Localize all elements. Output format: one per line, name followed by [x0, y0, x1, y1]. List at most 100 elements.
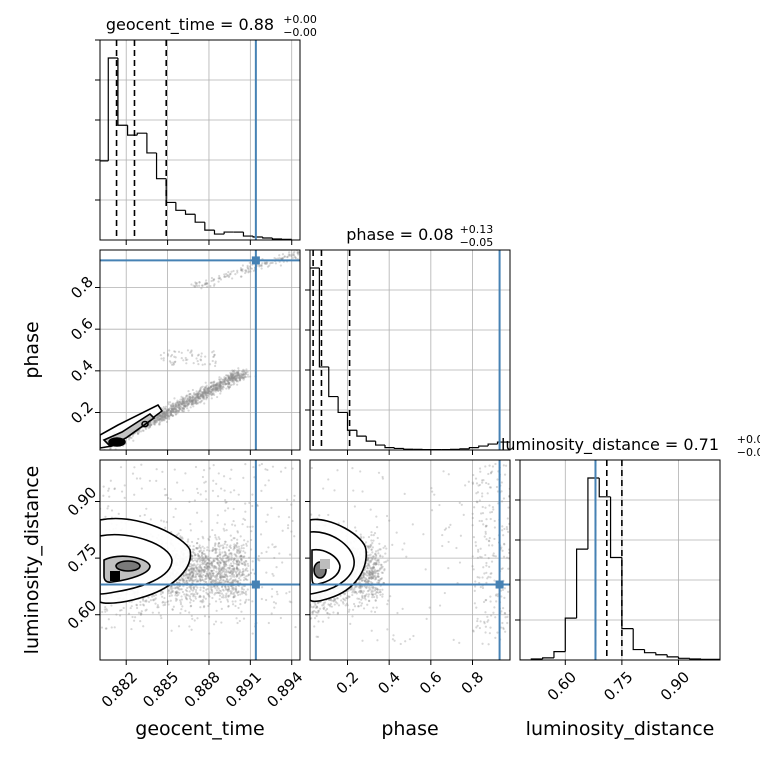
sample-point: [181, 400, 184, 403]
sample-point: [142, 604, 146, 607]
sample-point: [242, 372, 245, 376]
sample-point: [240, 610, 243, 613]
sample-point: [190, 579, 193, 582]
sample-point: [182, 579, 185, 582]
sample-point: [239, 372, 243, 375]
sample-point: [307, 580, 309, 582]
sample-point: [191, 567, 194, 570]
sample-point: [174, 591, 178, 594]
sample-point: [235, 555, 238, 558]
sample-point: [170, 590, 174, 593]
sample-point: [174, 356, 177, 359]
sample-point: [212, 572, 215, 575]
sample-point: [203, 388, 207, 391]
sample-point: [192, 574, 195, 577]
sample-point: [206, 565, 209, 568]
sample-point: [234, 544, 238, 547]
sample-point: [190, 568, 193, 571]
sample-point: [223, 380, 226, 383]
sample-point: [191, 403, 194, 406]
sample-point: [194, 573, 197, 576]
sample-point: [197, 396, 200, 400]
sample-point: [199, 586, 202, 589]
sample-point: [230, 556, 233, 559]
sample-point: [228, 567, 231, 571]
sample-point: [95, 565, 97, 567]
sample-point: [223, 489, 226, 492]
sample-point: [228, 377, 232, 380]
sample-point: [193, 499, 197, 502]
sample-point: [169, 591, 172, 594]
sample-point: [188, 500, 191, 503]
sample-point: [229, 546, 232, 550]
sample-point: [211, 590, 214, 593]
sample-point: [186, 540, 189, 543]
sample-point: [200, 570, 203, 573]
sample-point: [206, 567, 209, 570]
sample-point: [232, 570, 235, 573]
sample-point: [284, 466, 287, 469]
sample-point: [224, 574, 228, 577]
sample-point: [195, 578, 198, 581]
sample-point: [241, 372, 244, 375]
sample-point: [196, 569, 200, 572]
sample-point: [196, 572, 199, 576]
sample-point: [203, 552, 206, 556]
sample-point: [188, 393, 191, 396]
sample-point: [218, 381, 221, 384]
sample-point: [230, 376, 234, 379]
sample-point: [157, 416, 160, 419]
hist-bar-luminosity_distance: [689, 658, 702, 660]
sample-point: [304, 250, 306, 252]
sample-point: [208, 564, 211, 567]
sample-point: [214, 548, 217, 551]
sample-point: [199, 394, 203, 397]
sample-point: [174, 507, 177, 510]
sample-point: [95, 540, 97, 542]
sample-point: [218, 598, 221, 601]
sample-point: [238, 376, 241, 379]
sample-point: [211, 359, 214, 363]
sample-point: [307, 571, 309, 573]
sample-point: [206, 555, 209, 558]
sample-point: [269, 262, 272, 265]
sample-point: [233, 524, 237, 527]
sample-point: [241, 572, 244, 575]
sample-point: [236, 569, 240, 572]
sample-point: [224, 594, 228, 597]
sample-point: [206, 389, 209, 393]
sample-point: [199, 595, 202, 598]
sample-point: [214, 551, 217, 554]
sample-point: [225, 387, 228, 390]
sample-point: [218, 576, 222, 579]
sample-point: [260, 489, 263, 492]
sample-point: [252, 269, 255, 272]
sample-point: [201, 576, 204, 579]
sample-point: [184, 595, 187, 598]
sample-point: [242, 573, 246, 576]
sample-point: [233, 545, 236, 548]
sample-point: [209, 385, 213, 389]
sample-point: [154, 421, 157, 425]
sample-point: [192, 568, 195, 571]
sample-point: [211, 579, 214, 582]
sample-point: [201, 551, 204, 554]
sample-point: [233, 489, 236, 492]
sample-point: [197, 574, 200, 578]
sample-point: [304, 585, 306, 587]
sample-point: [104, 610, 107, 613]
sample-point: [216, 561, 220, 565]
sample-point: [219, 553, 222, 557]
sample-point: [209, 574, 212, 577]
sample-point: [194, 401, 197, 404]
sample-point: [215, 388, 218, 391]
sample-point: [154, 602, 157, 605]
sample-point: [218, 378, 222, 382]
sample-point: [179, 403, 183, 406]
density-contour: [115, 560, 141, 572]
hist-bar-phase: [459, 448, 470, 450]
sample-point: [104, 605, 107, 609]
sample-point: [221, 560, 225, 563]
grid: [100, 40, 300, 240]
sample-point: [238, 573, 241, 576]
